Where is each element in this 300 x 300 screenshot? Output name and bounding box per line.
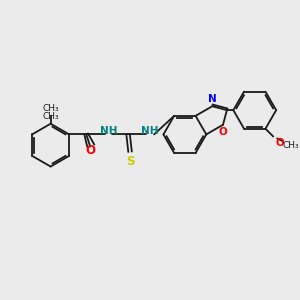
Text: CH₃: CH₃ (42, 104, 59, 113)
Text: NH: NH (141, 127, 159, 136)
Text: O: O (275, 138, 284, 148)
Text: S: S (126, 155, 134, 169)
Text: CH₃: CH₃ (282, 141, 298, 150)
Text: NH: NH (100, 127, 117, 136)
Text: CH₃: CH₃ (42, 112, 59, 121)
Text: N: N (208, 94, 217, 104)
Text: O: O (219, 127, 227, 137)
Text: O: O (85, 144, 95, 157)
